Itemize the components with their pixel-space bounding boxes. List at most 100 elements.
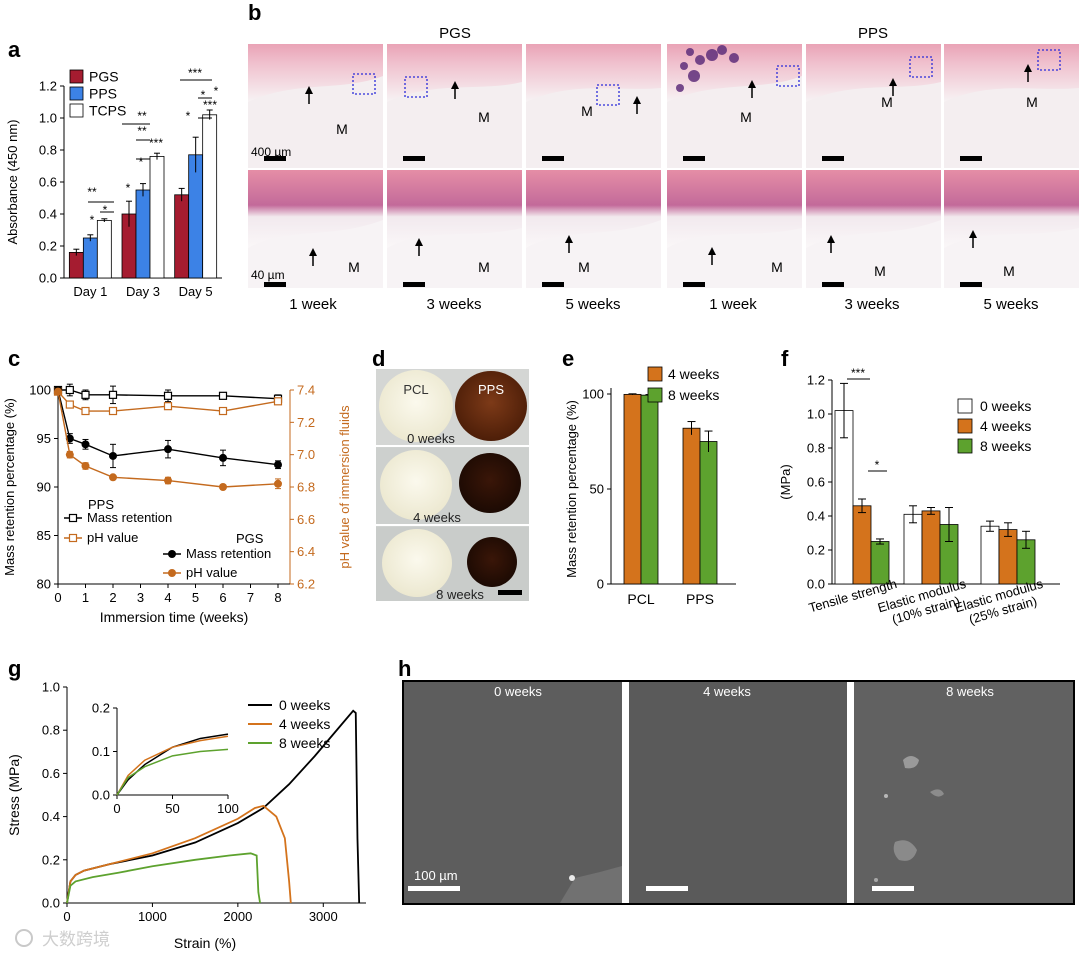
time-label-5-weeks-5: 5 weeks [983, 296, 1038, 313]
x-axis-label: Immersion time (weeks) [100, 609, 249, 625]
sem-image-4-weeks [629, 682, 847, 903]
histology-tissue [944, 44, 1079, 102]
point-pgs-mass-retention [164, 445, 172, 454]
histology-nodule [695, 55, 705, 65]
scale-bar-bottom [960, 282, 982, 287]
significance-11: * [214, 84, 219, 98]
bar-4-weeks-pcl [623, 393, 642, 585]
histology-nodule [680, 62, 688, 70]
x-tick-label: 2000 [223, 909, 252, 924]
bar-8-weeks-pps [699, 441, 718, 585]
histology-tissue [526, 44, 661, 102]
y-tick-label: 1.2 [807, 373, 825, 388]
photo-label-pcl: PCL [403, 382, 428, 397]
legend-label-pps: PPS [89, 86, 117, 102]
y-tick-label: 50 [590, 482, 604, 497]
scale-bar-bottom [822, 282, 844, 287]
scale-bar-top [683, 156, 705, 161]
bar-pps-day-1 [82, 237, 98, 279]
scale-bar-bottom [403, 282, 425, 287]
y-tick-label: 0.8 [807, 441, 825, 456]
histology-tissue-magnified [944, 170, 1079, 248]
legend-label-8-weeks: 8 weeks [980, 438, 1031, 454]
scale-bar-top [403, 156, 425, 161]
point-pps-ph-value [218, 406, 228, 416]
y-tick-label: 1.0 [807, 407, 825, 422]
point-pgs-ph-value [274, 479, 282, 488]
legend-swatch-8-weeks [957, 438, 973, 454]
legend-label-pgs-ph-value: pH value [186, 565, 237, 580]
arrow-head-icon [565, 235, 573, 243]
y-tick-label: 0.0 [42, 896, 60, 911]
x-tick-label: 0 [54, 590, 61, 605]
y-tick-label: 6.2 [297, 577, 315, 592]
arrow-head-icon [748, 80, 756, 88]
lumen-label-top: M [881, 94, 893, 110]
magnified-region-box [1037, 49, 1061, 71]
sem-scale-label: 100 µm [414, 868, 458, 883]
inset-x-tick-label: 0 [113, 801, 120, 816]
x-tick-label: 3 [137, 590, 144, 605]
legend-title-pgs: PGS [236, 531, 264, 546]
panel-h-sem: 0 weeks 4 weeks 8 weeks 100 µm [402, 680, 1075, 905]
x-tick-label-pcl: PCL [627, 591, 654, 607]
x-tick-label: 6 [219, 590, 226, 605]
significance-7: ** [137, 109, 147, 123]
y-tick-label: 90 [37, 480, 51, 495]
time-label-3-weeks-1: 3 weeks [426, 296, 481, 313]
legend-label-4-weeks: 4 weeks [279, 716, 330, 732]
legend-label-pgs: PGS [89, 69, 119, 85]
panel-label-d: d [372, 346, 385, 371]
histology-nodule [717, 45, 727, 55]
arrow-head-icon [309, 248, 317, 256]
point-pps-ph-value [163, 402, 173, 411]
arrow-head-icon [415, 238, 423, 246]
legend-swatch-4-weeks [957, 418, 973, 434]
histology-tissue [806, 44, 941, 102]
pcl-disc-4w [380, 450, 452, 520]
x-tick-label: 5 [192, 590, 199, 605]
scale-bar-bottom [683, 282, 705, 287]
time-label-5-weeks-2: 5 weeks [565, 296, 620, 313]
magnified-region-box [352, 73, 376, 95]
y-tick-label: 0.6 [42, 766, 60, 781]
pcl-disc-0w [379, 370, 453, 442]
legend-marker [68, 533, 78, 543]
y-tick-label: 0.2 [39, 239, 57, 254]
y-tick-label: 1.2 [39, 79, 57, 94]
legend-label-8-weeks: 8 weeks [668, 387, 719, 403]
sem-image-0-weeks [404, 682, 622, 903]
legend-label-0-weeks: 0 weeks [980, 398, 1031, 414]
legend-marker [168, 550, 176, 558]
panel-labels: a b c d e f g h [8, 0, 789, 681]
point-pgs-ph-value [81, 461, 90, 470]
point-pps-ph-value [108, 406, 118, 416]
bar-tcps-day-1 [96, 219, 112, 279]
significance-1: * [875, 458, 880, 472]
significance-6: *** [149, 136, 163, 150]
panel-b-histology: PGS PPS M M M M M M M M M M M M 400 µm 40 µm 1 week… [248, 25, 1079, 313]
panel-c-chart: 80 85 90 95 100 6.2 6.4 6.6 6.8 7.0 7.2 7.4 0 1 2 3 4 5 6 7… [2, 383, 352, 626]
point-pgs-mass-retention [109, 451, 117, 460]
significance-9: * [201, 88, 206, 102]
scale-bar-top [960, 156, 982, 161]
legend-swatch-4-weeks [647, 366, 663, 382]
inset-series-line-4-weeks [116, 735, 229, 796]
photo-label-pps: PPS [478, 382, 504, 397]
legend-label-8-weeks: 8 weeks [279, 735, 330, 751]
x-tick-label: 2 [109, 590, 116, 605]
histology-nodule [686, 48, 694, 56]
sem-scale-bar-2 [646, 886, 688, 891]
lumen-label-top: M [478, 109, 490, 125]
scale-bar-top [264, 156, 286, 161]
point-pps-ph-value [273, 397, 283, 406]
lumen-label-top: M [336, 121, 348, 137]
legend-label-4-weeks: 4 weeks [980, 418, 1031, 434]
legend-swatch-tcps [69, 103, 84, 118]
histology-nodule [706, 49, 718, 61]
scale-bar-top [542, 156, 564, 161]
sem-label-8-weeks: 8 weeks [946, 684, 994, 699]
photo-label-4-weeks: 4 weeks [413, 510, 461, 525]
bar-pgs-day-5 [174, 194, 190, 279]
y-axis-label: Absorbance (450 nm) [5, 119, 20, 244]
